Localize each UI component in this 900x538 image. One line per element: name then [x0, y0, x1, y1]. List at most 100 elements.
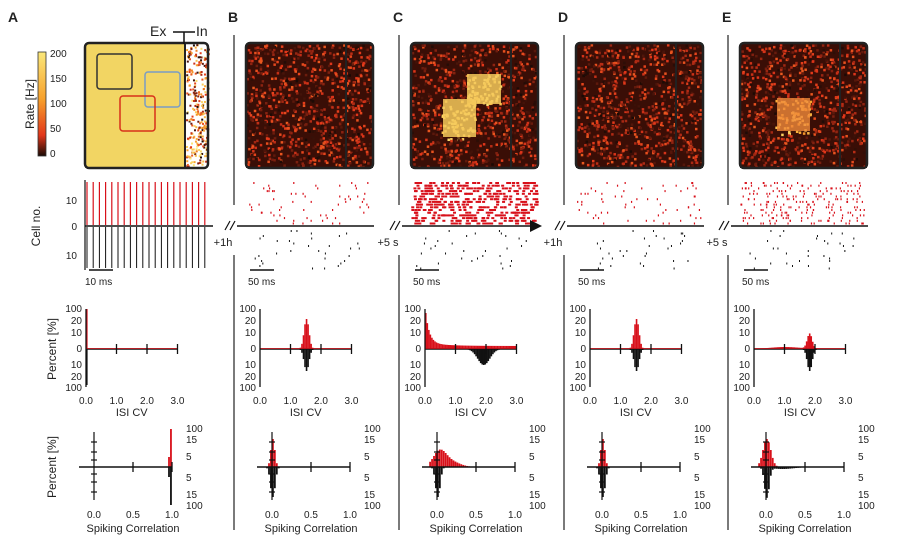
corr-bar-excitatory [268, 463, 270, 467]
isi-bar-excitatory [467, 345, 470, 349]
corr-bar-inhibitory [435, 467, 437, 489]
isi-bar-inhibitory [484, 349, 487, 365]
isi-ytick: 100 [569, 383, 586, 394]
isi-ytick: 10 [245, 360, 257, 371]
panel-label: A [8, 9, 18, 25]
isi-bar-excitatory [310, 343, 312, 349]
isi-bar-excitatory [510, 345, 512, 349]
isi-bar-excitatory [789, 347, 791, 349]
isi-bar-excitatory [505, 345, 508, 349]
corr-xtick: 0.5 [304, 510, 318, 521]
corr-bar-excitatory [603, 450, 606, 467]
corr-ytick: 15 [186, 435, 198, 446]
corr-bar-excitatory [602, 439, 604, 467]
isi-ytick: 100 [65, 383, 82, 394]
scale-bar-label: 50 ms [248, 277, 275, 288]
corr-bar-inhibitory [273, 467, 276, 489]
correlation-histogram [751, 432, 845, 500]
isi-bar-inhibitory [808, 349, 811, 371]
isi-ytick: 100 [404, 383, 421, 394]
isi-xtick: 1.0 [449, 396, 463, 407]
rate-heatmap [574, 41, 705, 170]
isi-ytick: 10 [739, 328, 751, 339]
isi-bar-excitatory [810, 336, 813, 349]
corr-xtick: 1.0 [837, 510, 851, 521]
corr-bar-excitatory [450, 458, 453, 467]
corr-bar-excitatory [168, 457, 170, 467]
isi-bar-inhibitory [478, 349, 480, 362]
region-outline [119, 95, 156, 132]
isi-bar-excitatory [429, 334, 432, 349]
isi-bar-excitatory [782, 347, 785, 349]
isi-bar-inhibitory [638, 349, 641, 360]
corr-xtick: 1.0 [673, 510, 687, 521]
corr-ytick: 100 [186, 424, 203, 435]
isi-bar-excitatory [811, 341, 814, 349]
corr-ytick: 5 [529, 473, 535, 484]
isi-ytick: 0 [415, 344, 421, 355]
isi-ytick: 20 [575, 372, 587, 383]
region-outline [96, 53, 133, 90]
isi-bar-inhibitory [470, 349, 473, 352]
isi-bar-inhibitory [475, 349, 477, 357]
correlation-histogram [79, 429, 173, 505]
isi-bar-excitatory [434, 341, 436, 349]
isi-xlabel: ISI CV [116, 407, 148, 419]
isi-ytick: 100 [404, 304, 421, 315]
isi-bar-inhibitory [304, 349, 306, 368]
isi-bar-excitatory [466, 345, 468, 349]
isi-bar-excitatory [440, 344, 442, 349]
corr-bar-excitatory [760, 457, 762, 467]
isi-bar-inhibitory [482, 349, 485, 365]
isi-ytick: 20 [739, 372, 751, 383]
region-outline [144, 71, 181, 108]
corr-bar-excitatory [769, 450, 772, 467]
isi-ytick: 10 [410, 360, 422, 371]
corr-ytick: 5 [858, 452, 864, 463]
corr-bar-inhibitory [270, 467, 272, 489]
colorbar-tick: 200 [50, 49, 67, 60]
isi-bar-excitatory [464, 345, 467, 349]
isi-bar-excitatory [470, 345, 473, 349]
isi-bar-inhibitory [810, 349, 813, 368]
isi-bar-excitatory [450, 345, 453, 349]
isi-ytick: 10 [71, 328, 83, 339]
isi-bar-excitatory [461, 345, 464, 349]
corr-bar-excitatory [433, 455, 435, 467]
isi-bar-excitatory [805, 341, 808, 349]
corr-ytick: 5 [694, 452, 700, 463]
isi-bar-inhibitory [495, 349, 497, 352]
corr-ylabel: Percent [%] [45, 436, 59, 498]
corr-ytick: 5 [186, 473, 192, 484]
isi-bar-excitatory [634, 324, 636, 349]
isi-bar-inhibitory [305, 349, 308, 371]
corr-bar-inhibitory [168, 467, 170, 477]
corr-xtick: 1.0 [508, 510, 522, 521]
isi-xtick: 2.0 [140, 396, 154, 407]
isi-ylabel: Percent [%] [45, 318, 59, 380]
isi-xtick: 3.0 [839, 396, 853, 407]
isi-bar-excitatory [487, 345, 490, 349]
corr-bar-excitatory [773, 463, 776, 467]
rate-heatmap [738, 41, 869, 170]
corr-ytick: 100 [858, 501, 875, 512]
corr-ytick: 15 [694, 435, 706, 446]
isi-bar-excitatory [453, 345, 456, 349]
corr-bar-inhibitory [773, 467, 776, 469]
corr-ytick: 100 [529, 424, 546, 435]
corr-bar-inhibitory [775, 467, 778, 469]
isi-ytick: 10 [575, 360, 587, 371]
corr-xlabel: Spiking Correlation [265, 523, 358, 535]
corr-xlabel: Spiking Correlation [87, 523, 180, 535]
isi-bar-inhibitory [635, 349, 638, 371]
correlation-histogram [587, 432, 681, 500]
isi-xlabel: ISI CV [620, 407, 652, 419]
corr-bar-inhibitory [777, 467, 780, 469]
isi-bar-excitatory [458, 345, 461, 349]
isi-bar-excitatory [489, 345, 491, 349]
isi-xtick: 3.0 [171, 396, 185, 407]
spike-raster [411, 182, 539, 270]
isi-bar-excitatory [637, 324, 639, 349]
corr-ytick: 15 [364, 435, 376, 446]
